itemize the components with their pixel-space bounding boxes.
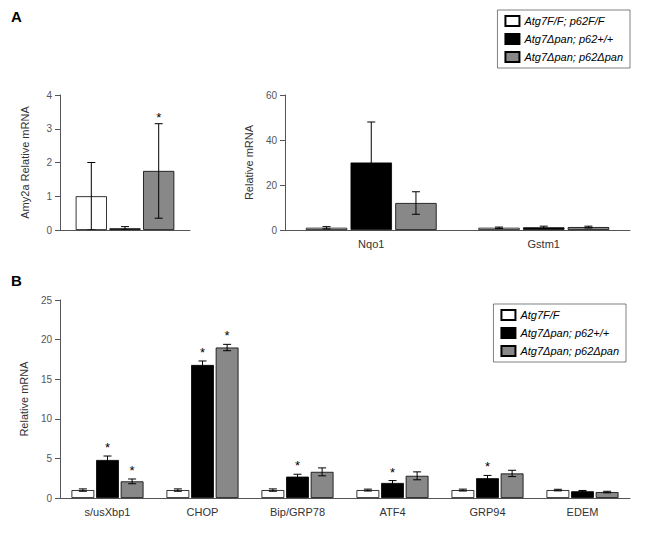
svg-text:2: 2 (46, 157, 52, 168)
svg-text:Bip/GRP78: Bip/GRP78 (270, 506, 325, 518)
svg-text:*: * (485, 459, 490, 474)
svg-text:*: * (390, 465, 395, 480)
svg-text:Nqo1: Nqo1 (358, 238, 384, 250)
svg-text:15: 15 (41, 374, 53, 385)
svg-text:3: 3 (46, 123, 52, 134)
svg-text:CHOP: CHOP (187, 506, 219, 518)
svg-text:Relative mRNA: Relative mRNA (243, 124, 255, 200)
svg-text:Amy2a Relative mRNA: Amy2a Relative mRNA (19, 106, 31, 219)
svg-text:Atg7Δpan; p62+/+: Atg7Δpan; p62+/+ (523, 33, 613, 45)
svg-text:s/usXbp1: s/usXbp1 (85, 506, 131, 518)
svg-text:Atg7Δpan; p62+/+: Atg7Δpan; p62+/+ (519, 327, 609, 339)
svg-text:20: 20 (266, 180, 278, 191)
svg-text:60: 60 (266, 90, 278, 101)
svg-text:0: 0 (46, 493, 52, 504)
svg-text:0: 0 (271, 225, 277, 236)
svg-text:0: 0 (46, 225, 52, 236)
svg-text:A: A (11, 8, 22, 25)
svg-text:4: 4 (46, 90, 52, 101)
svg-text:EDEM: EDEM (567, 506, 599, 518)
svg-text:Atg7F/F: Atg7F/F (519, 309, 560, 321)
svg-text:*: * (156, 110, 161, 125)
svg-text:*: * (105, 440, 110, 455)
svg-text:*: * (200, 345, 205, 360)
svg-text:10: 10 (41, 413, 53, 424)
svg-text:GRP94: GRP94 (469, 506, 505, 518)
svg-text:*: * (295, 458, 300, 473)
svg-text:20: 20 (41, 334, 53, 345)
svg-text:5: 5 (46, 453, 52, 464)
svg-text:1: 1 (46, 191, 52, 202)
svg-text:Atg7F/F; p62F/F: Atg7F/F; p62F/F (523, 15, 605, 27)
svg-text:Relative mRNA: Relative mRNA (18, 361, 30, 437)
svg-text:*: * (225, 328, 230, 343)
svg-text:Atg7Δpan; p62Δpan: Atg7Δpan; p62Δpan (523, 51, 623, 63)
svg-text:*: * (130, 463, 135, 478)
svg-text:Gstm1: Gstm1 (528, 238, 560, 250)
svg-text:Atg7Δpan; p62Δpan: Atg7Δpan; p62Δpan (519, 345, 619, 357)
svg-text:ATF4: ATF4 (379, 506, 405, 518)
svg-text:40: 40 (266, 135, 278, 146)
svg-text:B: B (11, 272, 22, 289)
svg-text:25: 25 (41, 295, 53, 306)
